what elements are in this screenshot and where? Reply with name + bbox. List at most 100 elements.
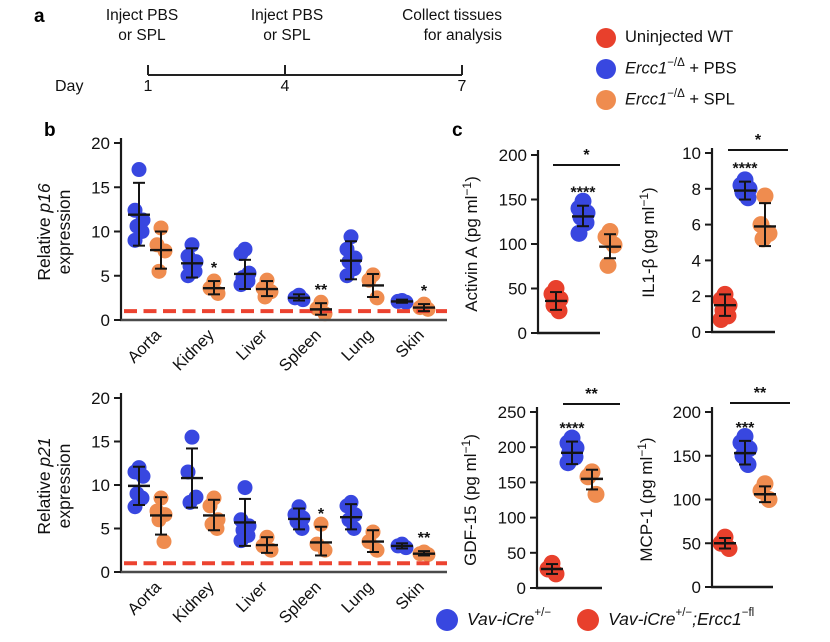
y-tick-label: 15 — [91, 178, 110, 197]
blue-dot-icon — [436, 608, 458, 631]
significance-marker: * — [318, 506, 325, 523]
data-point — [135, 468, 151, 484]
error-bar — [310, 302, 332, 316]
y-tick-label: 10 — [682, 144, 701, 163]
significance-bar-label: ** — [585, 386, 598, 403]
y-tick-label: 20 — [91, 389, 110, 408]
y-tick-label: 0 — [692, 578, 701, 597]
x-category-label: Kidney — [169, 326, 218, 375]
significance-bar-label: * — [583, 147, 590, 164]
significance-marker: ** — [315, 282, 328, 299]
significance-marker: **** — [733, 161, 759, 178]
error-bar — [754, 485, 776, 504]
error-bar — [754, 202, 776, 248]
error-bar — [128, 465, 150, 507]
y-tick-label: 15 — [91, 433, 110, 452]
y-tick-label: 50 — [507, 544, 526, 563]
timeline-event-2-line2: or SPL — [263, 27, 311, 44]
data-point — [339, 268, 355, 284]
error-bar — [150, 496, 172, 536]
panel-b-label: b — [44, 120, 56, 141]
y-tick-label: 0 — [692, 323, 701, 342]
data-point — [233, 246, 249, 262]
error-bar — [572, 204, 594, 228]
y-tick-label: 200 — [673, 403, 701, 422]
significance-bar-label: ** — [754, 385, 767, 402]
x-category-label: Liver — [233, 326, 271, 364]
day-label: Day — [55, 78, 84, 95]
y-tick-label: 200 — [498, 438, 526, 457]
mcp-1-chart: *** 0 50 100 150 200 MCP-1 (pg ml−1) ** — [635, 385, 790, 597]
data-point — [369, 542, 385, 558]
significance-marker: * — [421, 283, 428, 300]
panel-c-label: c — [452, 120, 463, 141]
legend-item-ercc1-spl: Ercc1−/Δ + SPL — [596, 84, 737, 115]
x-category-label: Spleen — [276, 326, 325, 375]
timeline-event-1-line2: or SPL — [118, 27, 166, 44]
data-point — [209, 521, 225, 536]
y-tick-label: 10 — [91, 476, 110, 495]
data-point — [237, 480, 253, 496]
blue-dot-icon — [596, 58, 616, 79]
data-point — [127, 499, 143, 515]
x-category-label: Liver — [233, 578, 271, 616]
data-point — [151, 263, 167, 279]
error-bar — [391, 298, 413, 304]
error-bar — [128, 181, 150, 247]
error-bar — [203, 280, 225, 296]
data-point — [559, 454, 577, 472]
il1-beta-chart: **** 0 2 4 6 8 10 IL1-β (pg ml−1) * — [637, 132, 788, 342]
error-bar — [714, 537, 736, 550]
timeline-event-3: Collect tissues for analysis — [384, 6, 502, 46]
y-axis-label: GDF-15 (pg ml−1) — [459, 434, 480, 566]
day-7: 7 — [457, 78, 467, 95]
y-tick-label: 50 — [508, 280, 527, 299]
y-tick-label: 0 — [517, 579, 526, 598]
data-point — [156, 534, 172, 550]
error-bar — [340, 503, 362, 531]
timeline-event-1-line1: Inject PBS — [105, 7, 179, 24]
legend-item-label: Uninjected WT — [625, 28, 734, 46]
y-tick-label: 10 — [91, 223, 110, 242]
y-tick-label: 5 — [101, 267, 110, 286]
y-tick-label: 5 — [101, 520, 110, 539]
error-bar — [545, 291, 567, 311]
data-point — [605, 236, 623, 254]
error-bar — [288, 293, 310, 302]
error-bar — [734, 180, 756, 201]
red-dot-icon — [577, 608, 600, 631]
error-bar — [541, 563, 563, 575]
y-tick-label: 20 — [91, 134, 110, 153]
timeline-event-2: Inject PBS or SPL — [232, 6, 342, 46]
significance-marker: **** — [571, 185, 597, 202]
legend-treatment-groups: Uninjected WT Ercc1−/Δ + PBS Ercc1−/Δ + … — [596, 22, 737, 115]
y-tick-label: 100 — [499, 235, 527, 254]
x-category-label: Skin — [392, 326, 427, 361]
day-4: 4 — [280, 78, 290, 95]
error-bar — [413, 303, 435, 313]
error-bar — [256, 280, 278, 298]
x-category-label: Aorta — [124, 326, 165, 367]
legend-genotypes: Vav-iCre+/− Vav-iCre+/−;Ercc1−fl — [436, 604, 754, 635]
legend-item-vav-icre-ercc1: Vav-iCre+/−;Ercc1−fl — [577, 604, 754, 635]
error-bar — [288, 507, 310, 531]
legend-item-label: Ercc1−/Δ + SPL — [625, 87, 735, 109]
data-point — [756, 187, 774, 205]
x-category-label: Lung — [338, 326, 377, 365]
gdf-15-chart: **** 0 50 100 150 200 250 GDF-15 (pg ml−1) ** — [459, 386, 620, 598]
x-category-label: Spleen — [276, 578, 325, 627]
data-point — [599, 256, 617, 274]
significance-marker: ** — [418, 530, 431, 547]
error-bar — [581, 468, 603, 491]
legend-item-vav-icre: Vav-iCre+/− — [436, 604, 551, 635]
red-dot-icon — [596, 27, 616, 48]
error-bar — [234, 258, 256, 291]
x-category-label: Lung — [338, 578, 377, 617]
significance-marker: * — [211, 260, 218, 277]
error-bar — [181, 447, 203, 509]
error-bar — [413, 550, 435, 557]
error-bar — [362, 529, 384, 553]
legend-item-ercc1-pbs: Ercc1−/Δ + PBS — [596, 53, 737, 84]
